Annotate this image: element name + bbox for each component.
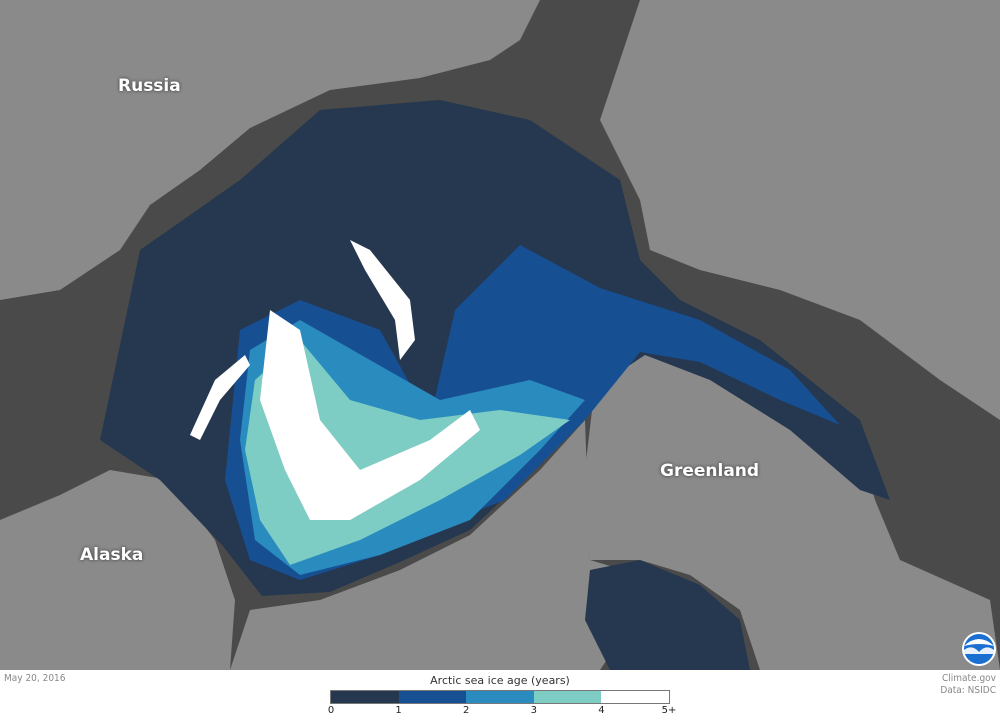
greenland-land — [585, 350, 1000, 670]
legend-tick: 4 — [598, 705, 605, 716]
legend-swatch-0-1 — [331, 691, 399, 703]
legend-tick: 0 — [327, 705, 335, 716]
legend-title: Arctic sea ice age (years) — [430, 674, 570, 687]
label-alaska: Alaska — [80, 545, 144, 565]
ice-streak-north — [350, 240, 415, 360]
legend-tick: 1 — [395, 705, 402, 716]
legend-swatch-4-5+ — [601, 691, 669, 703]
legend-color-bar — [330, 690, 670, 704]
legend-swatch-2-3 — [466, 691, 534, 703]
sea-ice — [100, 100, 890, 670]
date-label: May 20, 2016 — [4, 673, 66, 684]
legend-tick: 5+ — [661, 705, 677, 716]
canada-land — [230, 420, 640, 670]
legend-swatch-1-2 — [398, 691, 467, 703]
legend-swatch-3-4 — [533, 691, 602, 703]
source-label: Data: NSIDC — [940, 685, 996, 696]
label-greenland: Greenland — [660, 461, 760, 481]
land — [0, 0, 1000, 670]
legend-tick: 2 — [463, 705, 470, 716]
russia-land — [0, 0, 540, 300]
ice-baffin — [585, 560, 750, 670]
label-russia: Russia — [118, 76, 181, 96]
alaska-land — [0, 470, 235, 670]
legend-tick: 3 — [530, 705, 537, 716]
ice-age-4-5 — [260, 310, 480, 520]
northeast-land — [600, 0, 1000, 420]
ice-streak-west — [190, 355, 250, 440]
credit-label: Climate.gov — [941, 673, 996, 684]
sea-ice-age-map — [0, 0, 1000, 670]
noaa-logo — [962, 632, 996, 666]
